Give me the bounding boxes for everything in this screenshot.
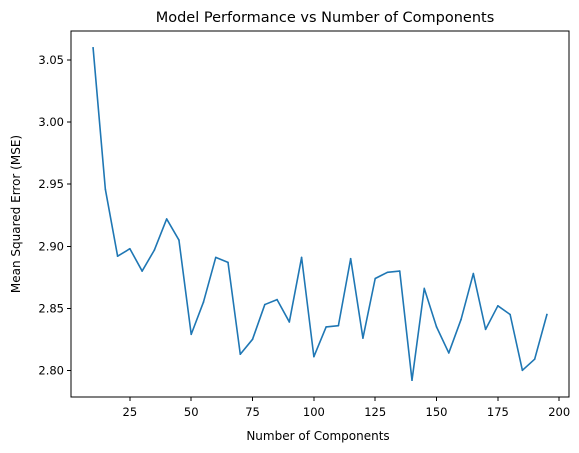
data-point — [141, 270, 143, 272]
data-point — [349, 257, 352, 260]
y-tick-label: 2.80 — [38, 363, 64, 377]
data-point — [411, 379, 413, 382]
data-point — [362, 337, 364, 339]
mse-line-series — [92, 46, 548, 382]
y-axis-ticks: 2.80 2.85 2.90 2.95 3.00 3.05 — [38, 53, 71, 377]
data-point — [423, 287, 426, 290]
x-tick-label: 150 — [426, 405, 448, 419]
data-point — [251, 338, 254, 341]
data-point — [546, 313, 548, 316]
x-tick-label: 200 — [548, 405, 570, 419]
y-tick-label: 2.85 — [38, 301, 64, 315]
data-point — [435, 326, 438, 328]
data-point — [313, 355, 315, 358]
data-point — [178, 239, 180, 241]
x-tick-label: 25 — [123, 405, 138, 419]
plot-frame — [70, 30, 570, 398]
x-tick-label: 175 — [487, 405, 509, 419]
data-point — [398, 270, 401, 272]
series-layer — [92, 46, 548, 382]
y-tick-label: 3.05 — [38, 53, 64, 67]
x-tick-label: 125 — [364, 405, 386, 419]
data-point — [337, 324, 340, 327]
data-point — [202, 301, 205, 303]
x-axis-label: Number of Components — [246, 429, 389, 443]
data-point — [239, 353, 242, 356]
data-point — [214, 256, 217, 259]
x-tick-label: 75 — [245, 405, 260, 419]
data-point — [300, 256, 303, 259]
chart-title: Model Performance vs Number of Component… — [156, 10, 495, 26]
x-tick-label: 100 — [303, 405, 325, 419]
data-point — [472, 272, 475, 275]
x-tick-label: 50 — [184, 405, 199, 419]
data-point — [460, 318, 462, 321]
x-axis-ticks: 25 50 75 100 125 150 175 200 — [123, 397, 570, 419]
data-point — [264, 303, 266, 306]
data-point — [92, 46, 94, 49]
data-point — [509, 313, 511, 316]
data-point — [521, 369, 524, 372]
data-point — [533, 358, 536, 360]
y-tick-label: 2.95 — [38, 177, 64, 191]
data-point — [276, 298, 278, 301]
y-tick-label: 2.90 — [38, 239, 64, 253]
data-point — [374, 277, 377, 280]
data-point — [447, 352, 450, 354]
y-tick-label: 3.00 — [38, 115, 64, 129]
data-point — [484, 328, 487, 331]
data-point — [104, 188, 107, 190]
plot-area — [70, 30, 570, 398]
data-point — [129, 247, 131, 250]
data-point — [153, 249, 156, 251]
y-axis-label: Mean Squared Error (MSE) — [9, 135, 23, 293]
data-point — [497, 305, 499, 307]
data-point — [288, 321, 291, 323]
data-point — [227, 261, 229, 264]
data-point — [386, 271, 389, 274]
data-point — [190, 333, 193, 336]
data-point — [165, 218, 168, 220]
data-point — [116, 255, 119, 257]
data-point — [325, 326, 327, 328]
